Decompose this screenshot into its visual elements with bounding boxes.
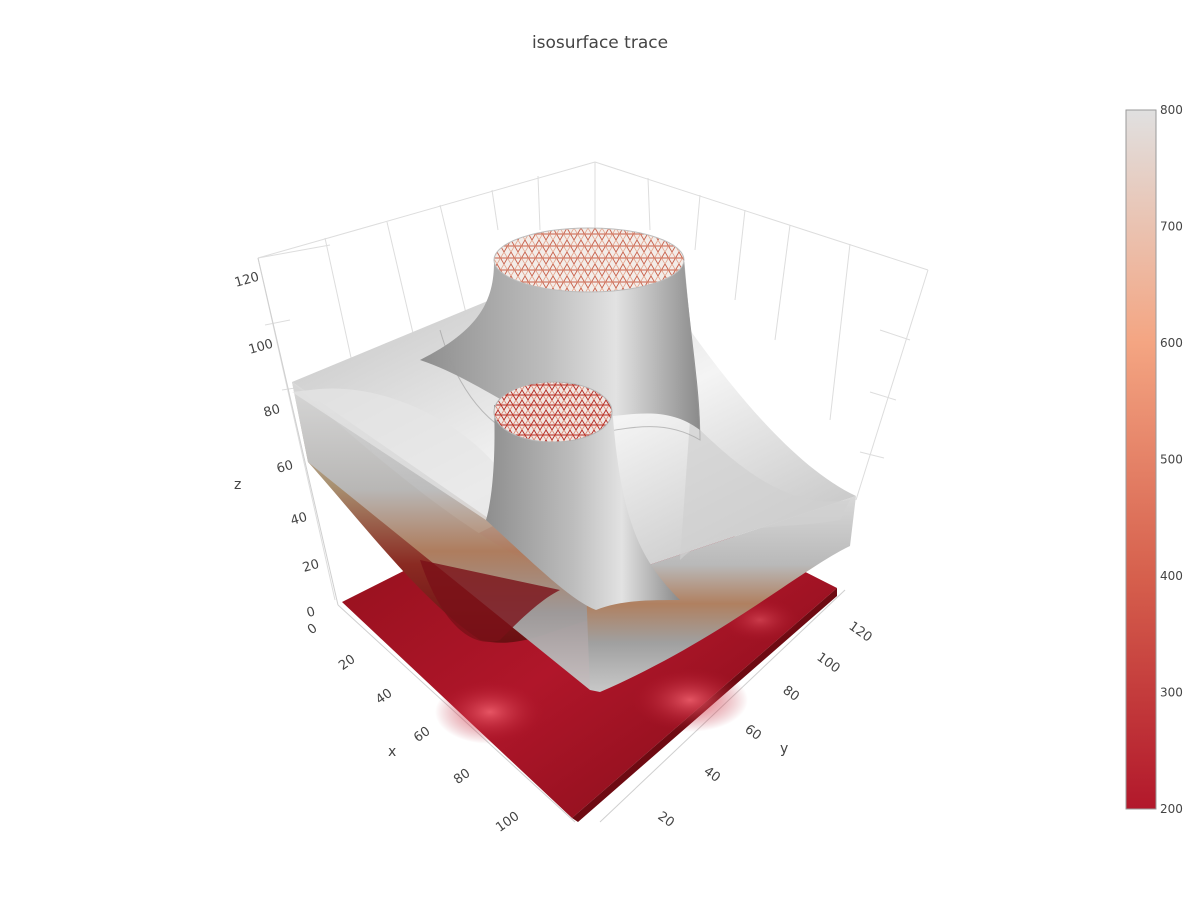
- colorbar: 200 300 400 500 600 700 800: [1125, 103, 1183, 816]
- y-tick: 80: [780, 683, 802, 705]
- z-tick: 60: [275, 458, 295, 477]
- x-axis-label: x: [388, 744, 396, 760]
- z-tick: 40: [289, 510, 309, 529]
- y-tick: 120: [846, 619, 875, 646]
- colorbar-tick-label: 800: [1160, 103, 1183, 117]
- colorbar-tick-label: 200: [1160, 802, 1183, 816]
- colorbar-tick-label: 300: [1160, 686, 1183, 700]
- y-axis-label: y: [780, 741, 788, 757]
- y-tick: 60: [742, 722, 764, 744]
- chart-title: isosurface trace: [531, 33, 669, 53]
- x-tick: 60: [411, 724, 433, 746]
- z-tick: 20: [301, 557, 321, 576]
- colorbar-gradient: [1125, 109, 1157, 810]
- colorbar-tick-label: 400: [1160, 569, 1183, 583]
- colorbar-tick-label: 700: [1160, 220, 1183, 234]
- z-axis-label: z: [234, 477, 241, 493]
- x-tick: 40: [373, 686, 395, 708]
- x-tick: 80: [451, 766, 473, 788]
- x-tick: 100: [493, 809, 522, 836]
- y-tick: 40: [701, 764, 723, 786]
- axis-grid: [257, 161, 929, 601]
- chart-scene[interactable]: 120 100 80 60 40 20 0 z 0 20 40 60 80 10…: [0, 0, 1100, 900]
- z-tick: 120: [233, 270, 261, 291]
- x-tick: 20: [336, 652, 358, 674]
- y-tick: 20: [655, 809, 677, 831]
- y-tick: 100: [814, 650, 843, 677]
- z-tick: 0: [305, 604, 317, 621]
- colorbar-tick-label: 600: [1160, 336, 1183, 350]
- z-tick: 80: [262, 402, 282, 421]
- colorbar-ticks: 200 300 400 500 600 700 800: [1160, 103, 1183, 816]
- x-tick: 0: [305, 621, 320, 638]
- z-axis: 120 100 80 60 40 20 0 z: [233, 270, 321, 622]
- colorbar-tick-label: 500: [1160, 453, 1183, 467]
- z-tick: 100: [247, 337, 275, 358]
- isosurface-short-tower: [486, 381, 680, 610]
- isosurface-tall-tower: [420, 227, 701, 441]
